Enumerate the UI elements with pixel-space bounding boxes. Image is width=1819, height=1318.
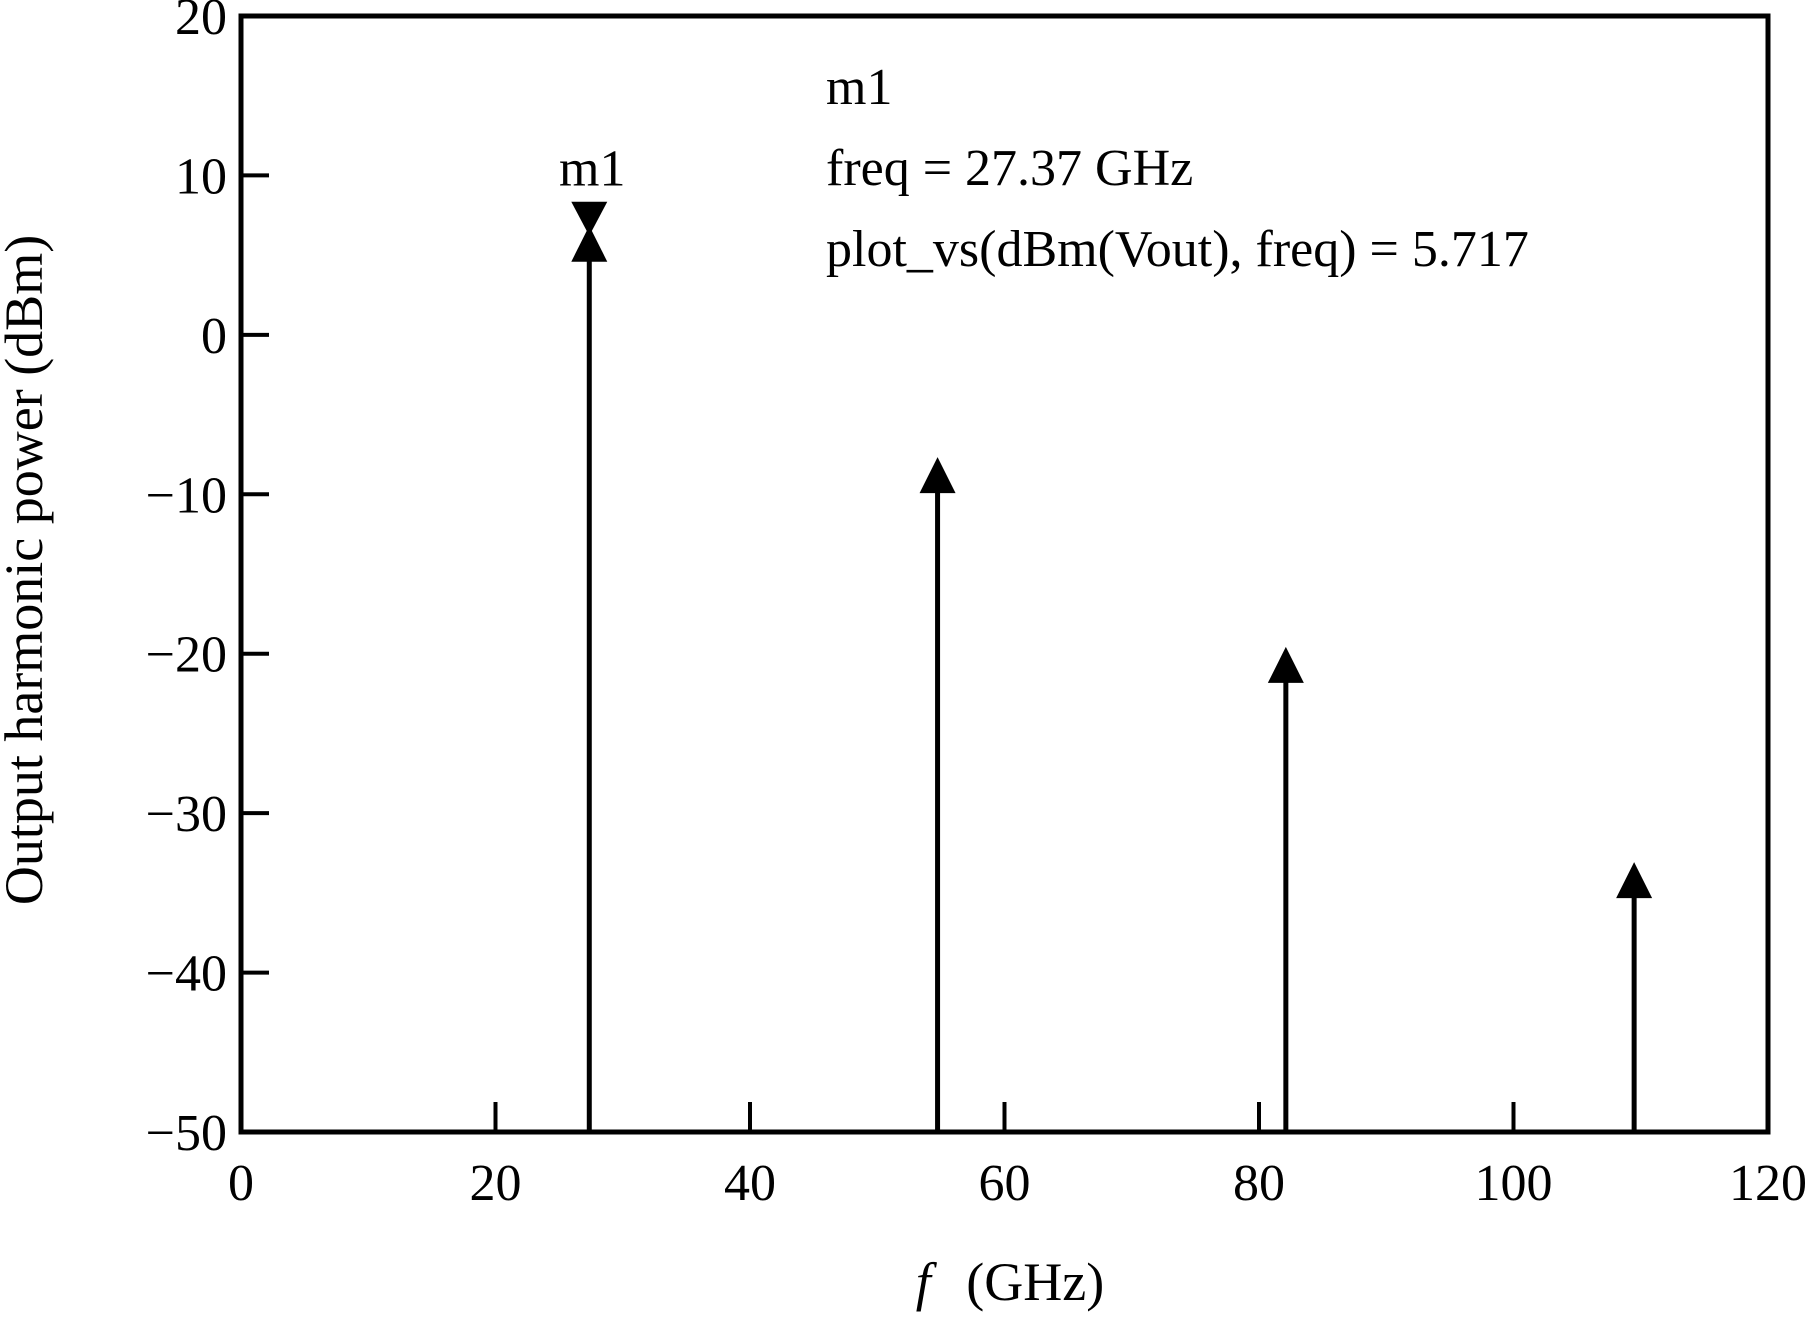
harmonic-arrowhead <box>1616 862 1653 899</box>
x-tick-label: 40 <box>724 1155 776 1212</box>
marker-m1-triangle <box>571 201 608 236</box>
marker-label: m1 <box>559 141 625 198</box>
x-tick-label: 80 <box>1233 1155 1285 1212</box>
y-tick-label: −20 <box>146 627 227 684</box>
x-tick-label: 120 <box>1729 1155 1807 1212</box>
y-tick-label: −30 <box>146 786 227 843</box>
x-tick-label: 0 <box>228 1155 254 1212</box>
harmonic-arrowhead <box>919 457 956 494</box>
y-tick-label: −50 <box>146 1105 227 1162</box>
x-axis-title: f (GHz) <box>916 1252 1104 1312</box>
plot-frame <box>238 13 1771 1135</box>
x-axis-unit: (GHz) <box>966 1252 1104 1312</box>
x-tick-label: 100 <box>1475 1155 1553 1212</box>
marker-readout-freq: freq = 27.37 GHz <box>826 140 1193 197</box>
y-tick-label: 0 <box>201 308 227 365</box>
marker-readout-name: m1 <box>826 59 892 116</box>
x-tick-label: 20 <box>470 1155 522 1212</box>
y-tick-label: −40 <box>146 946 227 1003</box>
axis-ticks <box>241 173 1516 1132</box>
harmonic-arrowhead <box>1267 646 1304 683</box>
y-tick-label: −10 <box>146 467 227 524</box>
y-tick-label: 20 <box>175 0 227 46</box>
x-axis-symbol: f <box>916 1252 938 1312</box>
harmonic-stems <box>571 225 1653 1132</box>
y-tick-label: 10 <box>175 148 227 205</box>
marker-readout-value: plot_vs(dBm(Vout), freq) = 5.717 <box>826 221 1529 278</box>
x-tick-label: 60 <box>979 1155 1031 1212</box>
harmonic-arrowhead <box>571 225 608 262</box>
y-axis-title: Output harmonic power (dBm) <box>0 235 54 905</box>
